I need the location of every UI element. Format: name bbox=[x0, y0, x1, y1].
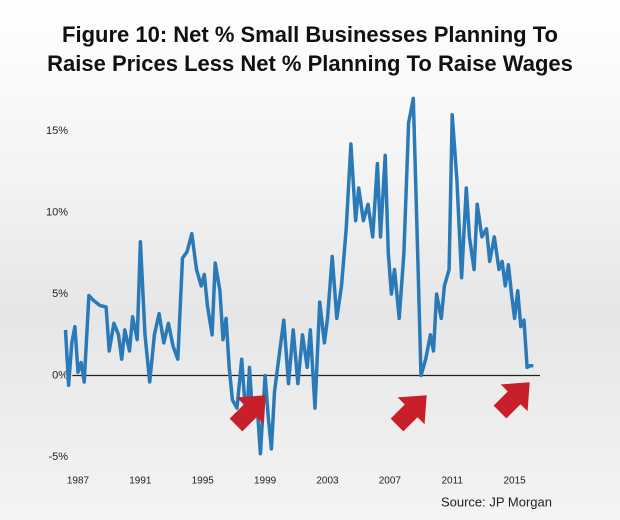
y-tick-label: 0% bbox=[52, 369, 68, 381]
arrow bbox=[493, 382, 530, 419]
source: Source: JP Morgan bbox=[441, 494, 552, 509]
x-tick-label: 1999 bbox=[254, 476, 277, 487]
x-tick-label: 2007 bbox=[379, 476, 402, 487]
y-tick-label: 5% bbox=[52, 288, 68, 300]
arrows bbox=[229, 382, 530, 432]
x-tick-label: 1987 bbox=[67, 476, 90, 487]
x-tick-label: 2015 bbox=[503, 476, 526, 487]
line bbox=[63, 96, 534, 456]
y-tick-label: 15% bbox=[46, 125, 68, 137]
arrow bbox=[229, 395, 266, 432]
arrow bbox=[390, 395, 427, 432]
y-tick-label: 10% bbox=[46, 206, 68, 218]
x-tick-label: 1991 bbox=[129, 476, 152, 487]
chart-title: Figure 10: Net % Small Businesses Planni… bbox=[47, 22, 573, 76]
x-tick-label: 1995 bbox=[192, 476, 215, 487]
x-tick-label: 2011 bbox=[441, 476, 463, 487]
x-tick-label: 2003 bbox=[316, 476, 339, 487]
y-tick-label: -5% bbox=[48, 451, 68, 463]
